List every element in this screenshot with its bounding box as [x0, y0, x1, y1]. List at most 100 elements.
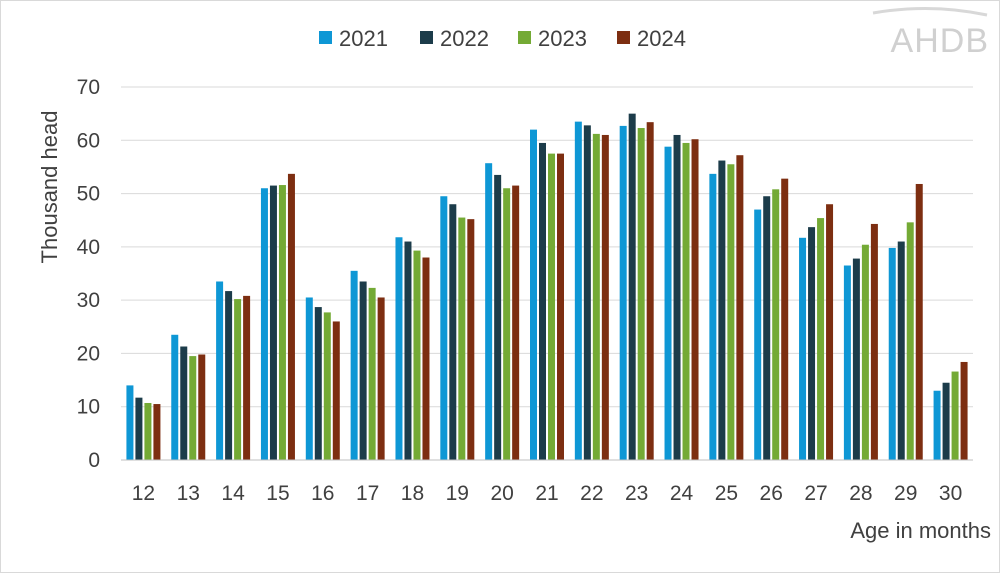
- bar-2021-29: [888, 247, 896, 460]
- x-tick-label: 21: [535, 482, 558, 505]
- bar-2023-29: [906, 222, 914, 460]
- bar-2022-25: [718, 160, 726, 460]
- legend-swatch-2021: [319, 31, 332, 44]
- bar-2024-12: [153, 404, 161, 460]
- legend: 2021 2022 2023 2024: [319, 26, 686, 51]
- legend-label-2024: 2024: [637, 26, 686, 51]
- legend-swatch-2023: [518, 31, 531, 44]
- x-tick-label: 24: [670, 482, 694, 505]
- y-axis-tick-labels: 0 10 20 30 40 50 60 70: [77, 76, 100, 472]
- bar-2024-17: [377, 297, 385, 460]
- bar-2023-12: [144, 402, 152, 460]
- bar-2024-21: [557, 153, 564, 460]
- bar-2024-25: [736, 155, 744, 460]
- bar-2022-22: [583, 125, 591, 460]
- y-tick-label: 30: [77, 289, 100, 312]
- bar-2021-21: [530, 129, 537, 460]
- x-tick-label: 13: [177, 482, 200, 505]
- bar-2021-18: [395, 237, 403, 460]
- bar-2024-18: [422, 257, 430, 460]
- bar-2021-26: [754, 209, 762, 460]
- bar-2023-21: [548, 153, 555, 460]
- bar-2023-15: [278, 185, 286, 460]
- y-tick-label: 70: [77, 76, 100, 99]
- bar-2021-23: [619, 125, 627, 461]
- bar-2023-28: [861, 244, 869, 460]
- bar-2023-17: [368, 287, 376, 460]
- bar-2022-16: [314, 307, 322, 460]
- y-tick-label: 0: [88, 449, 100, 472]
- x-tick-label: 20: [490, 482, 513, 505]
- y-tick-label: 40: [77, 236, 100, 259]
- bar-2024-30: [960, 361, 968, 460]
- y-tick-label: 60: [77, 129, 100, 152]
- y-tick-label: 50: [77, 183, 100, 206]
- bar-2023-30: [951, 371, 959, 460]
- bar-2024-23: [646, 122, 654, 460]
- bar-2021-14: [216, 281, 224, 460]
- bar-2023-16: [323, 312, 331, 460]
- x-tick-label: 14: [221, 482, 245, 505]
- bar-2023-27: [817, 218, 825, 460]
- bar-2021-13: [171, 334, 179, 460]
- bar-2022-23: [628, 113, 636, 461]
- bar-2022-28: [852, 258, 860, 460]
- bar-2021-28: [843, 265, 851, 460]
- bar-2024-14: [243, 295, 251, 460]
- bar-2022-12: [135, 397, 143, 460]
- bar-2021-12: [126, 385, 134, 460]
- bar-2022-17: [359, 281, 367, 460]
- x-tick-label: 25: [715, 482, 738, 505]
- ahdb-logo: AHDB: [872, 6, 989, 60]
- bar-2022-24: [673, 134, 681, 460]
- y-tick-label: 20: [77, 342, 100, 365]
- bar-2021-30: [933, 390, 941, 460]
- bar-2022-27: [808, 227, 816, 460]
- bar-2023-25: [727, 164, 735, 460]
- logo-arc-icon: [872, 6, 988, 17]
- bar-2021-24: [664, 146, 672, 460]
- x-tick-label: 12: [132, 482, 155, 505]
- bar-2023-14: [234, 299, 242, 460]
- bar-2023-24: [682, 142, 690, 460]
- bar-2022-14: [225, 291, 233, 460]
- bar-2022-19: [449, 204, 457, 460]
- x-tick-label: 18: [401, 482, 424, 505]
- bar-2024-13: [198, 354, 206, 460]
- x-tick-label: 15: [266, 482, 289, 505]
- bar-2024-20: [512, 185, 520, 461]
- y-axis-title: Thousand head: [37, 111, 62, 264]
- bar-2024-26: [781, 178, 789, 460]
- x-tick-label: 29: [894, 482, 917, 505]
- bar-2021-25: [709, 173, 717, 460]
- x-axis-tick-labels: 12 13 14 15 16 17 18 19 20 21 22 23 24 25 26 27 28 29 30: [132, 482, 963, 505]
- bars: [126, 113, 968, 461]
- legend-label-2021: 2021: [339, 26, 388, 51]
- bar-2021-27: [799, 237, 807, 460]
- bar-2023-19: [458, 217, 466, 460]
- bar-2023-20: [503, 188, 511, 460]
- bar-2023-23: [637, 128, 645, 460]
- legend-label-2022: 2022: [440, 26, 489, 51]
- bar-2021-22: [574, 121, 582, 460]
- legend-swatch-2024: [617, 31, 630, 44]
- bar-2022-15: [269, 185, 277, 461]
- bar-2022-21: [539, 142, 546, 460]
- bar-2024-22: [601, 134, 609, 460]
- bar-2024-29: [915, 183, 923, 461]
- logo-text: AHDB: [891, 22, 989, 60]
- x-tick-label: 17: [356, 482, 379, 505]
- bar-2023-22: [592, 133, 600, 461]
- bar-2021-17: [350, 270, 358, 460]
- bar-2023-26: [772, 189, 780, 460]
- bar-2023-18: [413, 250, 421, 460]
- x-tick-label: 30: [939, 482, 962, 505]
- bar-2024-27: [826, 204, 834, 460]
- y-tick-label: 10: [77, 396, 100, 419]
- bar-2022-13: [180, 346, 188, 460]
- x-tick-label: 22: [580, 482, 603, 505]
- bar-2021-16: [305, 297, 313, 460]
- bar-2021-15: [260, 188, 268, 460]
- bar-2024-16: [332, 321, 340, 460]
